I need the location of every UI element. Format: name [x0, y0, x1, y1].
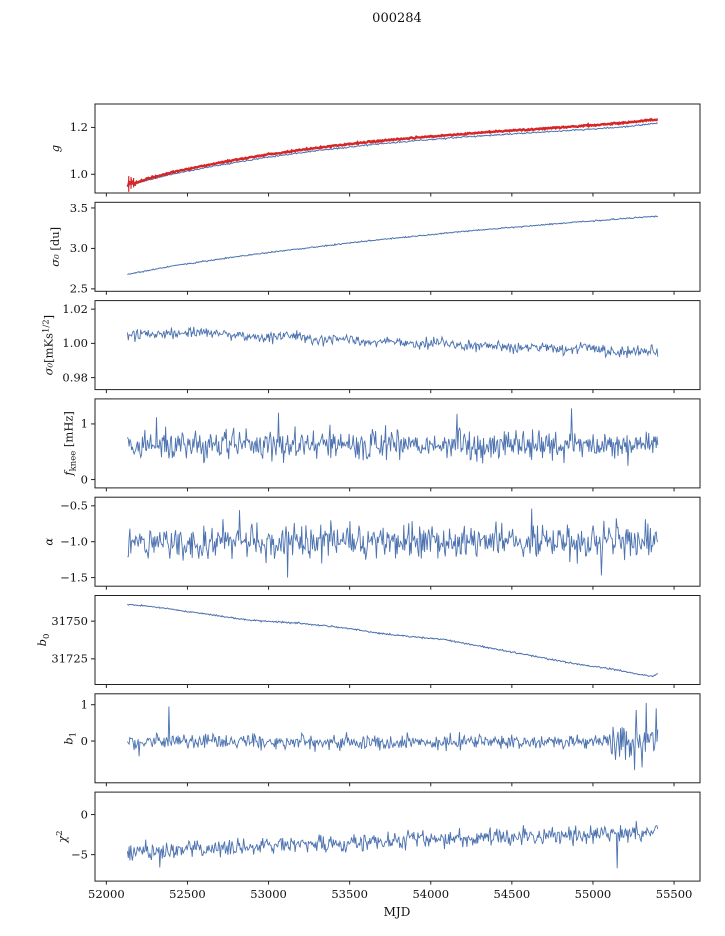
series-alpha	[127, 508, 659, 578]
y-tick-label: 3.0	[70, 241, 88, 255]
x-tick-label: 54000	[412, 887, 449, 901]
series-fknee	[127, 408, 659, 466]
y-tick-label: 0	[81, 734, 88, 748]
panel-frame	[94, 693, 701, 784]
y-tick-label: 1.0	[70, 167, 88, 181]
panel-g: 1.0 1.2 g	[48, 103, 701, 197]
y-tick-label: 2.5	[70, 282, 88, 296]
x-tick-label: 52000	[88, 887, 125, 901]
y-tick-label: 0	[81, 807, 88, 821]
y-tick-label: 1.02	[62, 302, 88, 316]
y-axis-label-g: g	[48, 145, 62, 152]
y-axis-label-sigma0-du: σ₀ [du]	[48, 227, 62, 267]
panel-b1: 0 1 b1	[61, 693, 701, 787]
y-tick-label: −0.5	[60, 499, 88, 513]
panel-sigma0-du: 2.5 3.0 3.5 σ₀ [du]	[48, 201, 701, 296]
panel-frame	[94, 201, 701, 292]
series-sigma0-mks	[126, 326, 659, 359]
y-tick-label: 31725	[51, 652, 88, 666]
x-axis-label: MJD	[384, 905, 411, 919]
panel-frame	[94, 791, 701, 882]
series-gain	[127, 122, 658, 186]
y-tick-label: 31750	[51, 614, 88, 628]
panel-b0: 31725 31750 b0	[35, 595, 701, 688]
y-tick-label: 1	[81, 417, 88, 431]
series-b1	[127, 702, 659, 771]
y-axis-label-chi2: χ2	[55, 830, 69, 843]
series-b0	[127, 603, 659, 678]
y-tick-label: −1.5	[60, 570, 88, 584]
series-gain-fit	[126, 117, 658, 188]
series-chi2	[126, 820, 659, 869]
x-tick-label: 53000	[250, 887, 287, 901]
y-tick-label: 0	[81, 472, 88, 486]
y-axis-label-fknee: fknee [mHz]	[61, 411, 78, 477]
y-tick-label: −5	[71, 847, 88, 861]
y-tick-label: 3.5	[70, 201, 88, 215]
panel-frame	[94, 398, 701, 489]
y-axis-label-sigma0-mks: σ₀[mKs1/2]	[42, 315, 56, 376]
panel-frame	[94, 300, 701, 391]
y-tick-label: 1.00	[62, 336, 88, 350]
y-tick-label: 0.98	[62, 370, 88, 384]
panels-group: 1.0 1.2 g 2.5 3.0 3.5 σ₀ [du] 0.98 1.00 1.02 σ₀[mK…	[35, 103, 701, 901]
y-axis-label-alpha: α	[42, 538, 56, 546]
panel-sigma0-mks: 0.98 1.00 1.02 σ₀[mKs1/2]	[42, 300, 701, 394]
x-tick-label: 55000	[575, 887, 612, 901]
y-axis-label-b0: b0	[35, 634, 52, 647]
panel-frame	[94, 103, 701, 194]
x-tick-label: 52500	[169, 887, 206, 901]
y-tick-label: 1	[81, 697, 88, 711]
x-tick-label: 54500	[494, 887, 531, 901]
y-axis-label-b1: b1	[61, 732, 78, 745]
x-tick-label: 55500	[656, 887, 693, 901]
panel-alpha: −1.5 −1.0 −0.5 α	[42, 496, 701, 590]
panel-frame	[94, 595, 701, 685]
panel-chi2: −5 0 52000 52500 53000 53500 54000 54500 55000 55…	[55, 791, 701, 901]
x-tick-label: 53500	[331, 887, 368, 901]
series-sigma0-du	[127, 215, 659, 275]
y-tick-label: 1.2	[70, 120, 88, 134]
y-tick-label: −1.0	[60, 535, 88, 549]
figure-title: 000284	[372, 11, 422, 26]
